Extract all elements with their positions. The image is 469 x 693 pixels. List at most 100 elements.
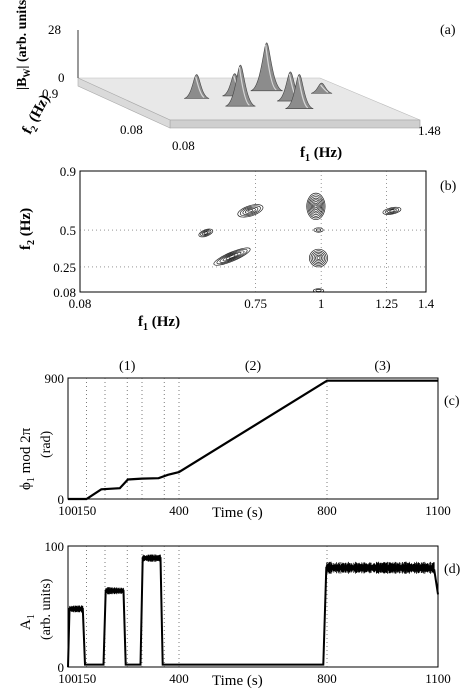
x-tick-label: 800 <box>317 671 337 686</box>
panel-b-contour-plot: 0.08 0.75 1 1.25 1.4 0.90.50.250.08 f1 (Hz) … <box>18 164 457 333</box>
vlines-c <box>86 378 328 499</box>
y-label-c-sub: 1 <box>26 477 37 482</box>
surface-peak-highlight <box>238 66 250 106</box>
x-label-a-main: f <box>300 145 306 161</box>
surface-left-wall <box>77 77 171 129</box>
x-ticks-d: 100 150 400 800 1100 <box>58 671 451 686</box>
x-ticks-c: 100 150 400 800 1100 <box>58 503 451 518</box>
amplitude-noise <box>69 554 435 613</box>
z-label-sub: W <box>22 69 32 78</box>
amplitude-series-line <box>67 557 439 668</box>
contour-line <box>228 254 236 259</box>
region-labels: (1) (2) (3) <box>119 359 391 374</box>
x-axis-label-c: Time (s) <box>212 505 263 521</box>
contour-line <box>313 227 324 233</box>
y-ticks-c: 900 0 <box>45 371 65 507</box>
region-label: (1) <box>119 359 136 374</box>
contour-line <box>316 256 321 260</box>
x-tick-label: 100 <box>58 503 78 518</box>
x-tick-label: 1100 <box>425 503 451 518</box>
panel-label-d: (d) <box>444 562 461 577</box>
x-axis-label-b: f1 (Hz) <box>138 314 180 333</box>
contour-line <box>242 206 259 215</box>
y-label-c-main: ϕ <box>18 482 34 490</box>
x-tick-label: 800 <box>317 503 337 518</box>
y-tick-label: 0 <box>58 492 65 507</box>
contour-line <box>312 251 325 265</box>
surface-peak <box>250 42 283 92</box>
x-tick-left-a: 0.08 <box>172 138 195 153</box>
x-tick-right-a: 1.48 <box>418 123 441 138</box>
y-axis-label-a: f2 (Hz) <box>19 92 56 138</box>
y-tick-bottom-a: 0.08 <box>120 122 143 137</box>
contour-line <box>216 249 248 265</box>
x-tick-label: 400 <box>169 503 189 518</box>
contour-line <box>201 230 210 236</box>
plot-frame-c <box>67 377 439 500</box>
contour-line <box>307 194 325 219</box>
amplitude-noise-band <box>325 561 435 574</box>
x-ticks-b: 0.08 0.75 1 1.25 1.4 <box>69 296 435 311</box>
contour-line <box>310 250 327 266</box>
panel-c-phase-plot: (1) (2) (3) 100 150 400 800 1100 900 0 Time (s)… <box>18 359 460 521</box>
y-label-b-sub: 2 <box>26 240 37 245</box>
x-tick-label-b: 0.75 <box>244 296 267 311</box>
y-tick-label: 100 <box>45 539 65 554</box>
contour-line <box>315 254 322 262</box>
panel-label-a: (a) <box>440 23 456 38</box>
surface-peak <box>225 64 256 107</box>
contour-line <box>387 208 397 214</box>
y-tick-top-a: 0.9 <box>42 86 58 101</box>
y-tick-label-b: 0.25 <box>53 260 76 275</box>
contour-line <box>313 202 319 211</box>
contour-line <box>382 206 402 215</box>
surface-peak-highlight <box>297 76 309 109</box>
y-ticks-d: 100 0 <box>45 539 65 675</box>
contour-line <box>315 228 322 232</box>
amplitude-noise-band <box>142 554 161 562</box>
contour-line <box>308 196 324 217</box>
x-tick-label-b: 0.08 <box>69 296 92 311</box>
y-tick-label-b: 0.9 <box>60 164 76 179</box>
x-axis-label-d: Time (s) <box>212 673 263 689</box>
surface-peak <box>184 74 210 99</box>
y-label-a-rest: (Hz) <box>24 92 53 128</box>
panel-a-surface-plot: 28 0 0.9 0.08 0.08 1.48 f1 (Hz) f2 (Hz) … <box>15 0 456 164</box>
x-label-b-rest: (Hz) <box>148 314 180 330</box>
z-tick-bottom: 0 <box>58 70 65 85</box>
contour-line <box>203 231 208 235</box>
y-axis-label-d: A1 <box>18 614 37 630</box>
phase-series-line <box>68 379 438 501</box>
contour-line <box>309 248 329 268</box>
y-tick-label: 0 <box>58 660 65 675</box>
z-tick-top: 28 <box>48 22 61 37</box>
y-label-c-rest: mod 2π <box>18 427 34 477</box>
vlines-d <box>86 546 328 667</box>
contour-line <box>312 201 320 212</box>
surface-peak-highlight <box>265 44 277 91</box>
contour-line <box>219 250 245 263</box>
amplitude-noise-band <box>105 587 124 595</box>
y-label-a-sub: 2 <box>29 124 41 134</box>
y-tick-label-b: 0.08 <box>53 285 76 300</box>
plot-frame-b <box>79 170 427 293</box>
y-axis-label-b: f2 (Hz) <box>18 208 37 250</box>
z-axis-label-a: |BW| (arb. units) <box>15 0 32 90</box>
y-ticks-b: 0.9 0.5 0.25 0.08 <box>53 164 76 300</box>
contour-line <box>247 209 254 213</box>
y-tick-label-b: 0.5 <box>60 223 76 238</box>
x-label-a-rest: (Hz) <box>310 145 342 161</box>
z-label-main: |B <box>15 78 30 90</box>
z-label-rest: | (arb. units) <box>15 0 30 69</box>
region-label: (2) <box>245 359 262 374</box>
contour-lines <box>198 192 402 293</box>
contour-line <box>315 289 322 292</box>
grid-b <box>80 171 426 292</box>
contour-line <box>222 251 242 262</box>
contour-line <box>239 205 261 217</box>
x-tick-label-b: 1 <box>318 296 325 311</box>
surface-floor-front <box>169 119 421 129</box>
plot-frame-d <box>67 545 439 668</box>
x-axis-label-a: f1 (Hz) <box>300 145 342 164</box>
contour-line <box>225 253 239 260</box>
